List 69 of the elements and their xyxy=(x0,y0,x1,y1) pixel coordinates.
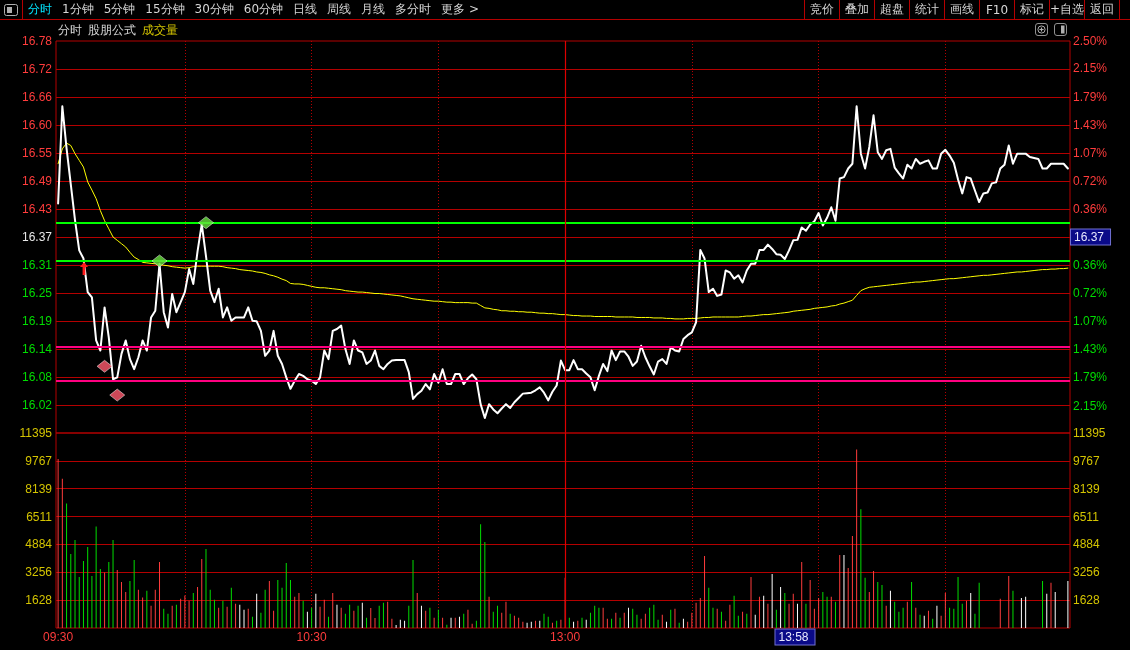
text: 成交量 xyxy=(142,22,178,38)
y2-tick-label: 1.79% xyxy=(1073,370,1108,385)
text: 月线 xyxy=(361,1,386,18)
y2-tick-label: 6511 xyxy=(1073,509,1100,524)
y-tick-label: 4884 xyxy=(25,537,53,552)
x-tick-label: 10:30 xyxy=(296,630,327,644)
text: 统计 xyxy=(909,0,944,19)
text: 日线 xyxy=(293,1,318,18)
text: 30分钟 xyxy=(194,1,234,18)
y-tick-label: 16.55 xyxy=(21,145,53,160)
text: 标记 xyxy=(1014,0,1049,19)
y2-tick-label: 0.36% xyxy=(1073,201,1108,216)
text: 竞价 xyxy=(804,0,839,19)
y2-tick-label: 2.15% xyxy=(1073,398,1108,413)
text: 画线 xyxy=(944,0,979,19)
y-tick-label: 16.66 xyxy=(21,89,53,104)
y-tick-label: 16.08 xyxy=(21,370,53,385)
text: 返回 xyxy=(1084,0,1119,19)
y2-tick-label: 0.72% xyxy=(1073,173,1108,188)
y2-tick-label: 9767 xyxy=(1073,453,1101,468)
x-tick-label: 09:30 xyxy=(43,630,74,644)
y2-tick-label: 3256 xyxy=(1073,565,1101,580)
y2-tick-label: 2.50% xyxy=(1073,34,1108,48)
text: 15分钟 xyxy=(145,1,185,18)
y-tick-label: 16.37 xyxy=(21,230,53,244)
y2-tick-label: 8139 xyxy=(1073,481,1101,496)
y-tick-label: 11395 xyxy=(19,426,53,440)
y2-tick-label: 11395 xyxy=(1073,426,1106,440)
y-tick-label: 16.02 xyxy=(21,398,53,413)
y-tick-label: 16.49 xyxy=(21,174,53,189)
text: 5分钟 xyxy=(103,1,136,18)
text: 多分时 xyxy=(395,1,432,18)
text: 60分钟 xyxy=(243,1,284,18)
y2-tick-label: 0.36% xyxy=(1073,258,1108,273)
y-tick-label: 3256 xyxy=(25,565,53,580)
y2-tick-label: 1.43% xyxy=(1073,342,1108,357)
y2-tick-label: 1.07% xyxy=(1073,146,1108,161)
y2-tick-label: 2.15% xyxy=(1073,61,1108,76)
y-tick-label: 16.31 xyxy=(21,258,53,273)
y-tick-label: 16.14 xyxy=(21,342,53,357)
y2-tick-label: 1.07% xyxy=(1073,313,1108,328)
chart-subtitle: 股朋公式 xyxy=(88,22,136,38)
y-tick-label: 16.78 xyxy=(21,34,53,48)
annotation: 16.37 xyxy=(1074,230,1105,244)
y-tick-label: 9767 xyxy=(25,453,53,468)
y-tick-label: 16.43 xyxy=(21,201,53,216)
y2-tick-label: 0.72% xyxy=(1073,286,1108,301)
text: F10 xyxy=(979,0,1014,19)
y-tick-label: 1628 xyxy=(25,593,53,608)
text: 1分钟 xyxy=(62,1,94,18)
y2-tick-label: 4884 xyxy=(1073,537,1101,552)
text: 分时 xyxy=(28,1,52,18)
y-tick-label: 6511 xyxy=(26,509,53,524)
x-tick-label: 13:00 xyxy=(550,630,581,644)
y-tick-label: 8139 xyxy=(25,481,53,496)
y2-tick-label: 1628 xyxy=(1073,593,1101,608)
text: 周线 xyxy=(327,1,352,18)
text: 13:58 xyxy=(778,630,809,644)
text: 叠加 xyxy=(839,0,874,19)
text: 超盘 xyxy=(874,0,909,19)
y-tick-label: 16.19 xyxy=(21,314,53,329)
chart-title: 分时 xyxy=(58,22,82,38)
text: 更多 > xyxy=(441,1,479,18)
y-tick-label: 16.25 xyxy=(21,285,53,300)
y2-tick-label: 1.79% xyxy=(1073,89,1108,104)
y-tick-label: 16.72 xyxy=(21,61,53,76)
y2-tick-label: 1.43% xyxy=(1073,117,1108,132)
text: +自选 xyxy=(1049,0,1085,19)
y-tick-label: 16.60 xyxy=(21,117,53,132)
